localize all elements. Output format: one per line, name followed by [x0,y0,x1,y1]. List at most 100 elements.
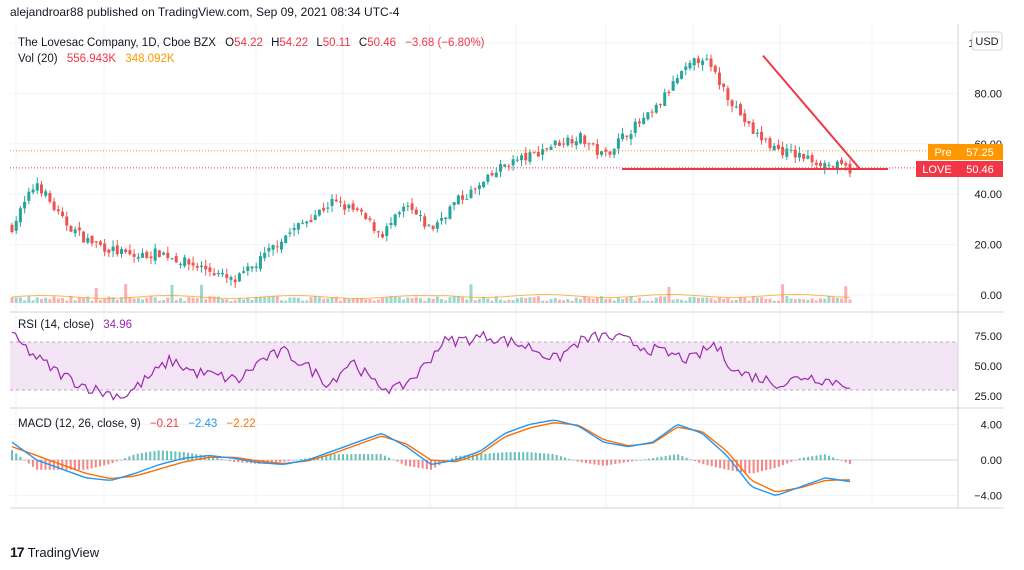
time-tick-label: 2021 [594,515,618,516]
macd-hist-bar [321,455,324,460]
candle-body [364,213,368,220]
candle-body [835,161,839,169]
candle-body [751,122,755,134]
macd-hist-bar [354,454,357,460]
volume-bar [751,296,755,303]
volume-bar [132,298,136,303]
volume-bar [616,297,620,303]
svg-text:The Lovesac Company, 1D, Cboe: The Lovesac Company, 1D, Cboe BZX O54.22… [18,37,485,49]
macd-hist-bar [161,450,164,460]
candlesticks[interactable] [10,54,852,288]
volume-bar [671,299,675,303]
rsi-axis[interactable]: 75.00 50.00 25.00 [974,331,1002,403]
macd-hist-bar [794,460,797,461]
candle-body [747,121,751,124]
volume-bar [835,297,839,303]
candle-body [823,163,827,169]
volume-bar [183,300,187,303]
volume-bar [145,297,149,303]
signal-value: −2.22 [227,418,256,430]
candle-body [368,218,372,220]
candle-body [225,274,229,278]
candle-body [688,62,692,69]
volume-bar [338,300,342,303]
candle-body [730,100,734,107]
rsi-legend[interactable]: RSI (14, close) 34.96 [18,319,132,331]
volume-bar [507,299,511,303]
candle-body [77,227,81,231]
volume-bar [237,297,241,303]
open-label: O [225,37,234,49]
currency-badge[interactable] [971,31,1003,51]
candle-body [713,65,717,72]
macd-hist-bar [668,455,671,460]
volume-bar [191,297,195,303]
candle-body [616,138,620,149]
volume-bar [115,299,119,303]
volume-bar [427,297,431,303]
candle-body [562,143,566,145]
macd-hist-bar [538,452,541,460]
volume-bar [574,297,578,303]
candle-body [410,203,414,210]
candle-body [680,71,684,79]
macd-hist-bar [802,457,805,460]
macd-hist-bar [404,460,407,466]
macd-hist-bar [170,451,173,460]
price-legend[interactable]: The Lovesac Company, 1D, Cboe BZX O54.22… [18,37,485,65]
candle-body [275,246,279,248]
volume-bar [461,297,465,303]
candle-body [772,145,776,151]
macd-hist-bar [245,460,248,463]
candle-body [595,143,599,155]
candle-body [637,121,641,124]
macd-hist-bar [182,452,185,460]
candle-body [764,138,768,140]
candle-body [10,224,14,232]
macd-hist-bar [375,454,378,460]
volume-bar [494,296,498,303]
descending-trendline[interactable] [762,54,861,170]
volume-bar [701,297,705,303]
macd-hist-bar [752,460,755,474]
volume-bar [831,297,835,303]
macd-axis[interactable]: 4.00 0.00 −4.00 [974,419,1002,502]
candle-body [781,146,785,156]
volume-label: Vol (20) [18,53,58,65]
macd-hist-bar [463,455,466,460]
time-axis[interactable]: May Aug 2020 Apr Jul Oct 2021 Apr Jul Oct [6,515,881,516]
macd-legend[interactable]: MACD (12, 26, close, 9) −0.21 −2.43 −2.2… [18,418,256,430]
candle-body [435,222,439,229]
candle-body [536,151,540,157]
candle-body [23,201,27,209]
macd-hist-bar [367,454,370,460]
candle-body [810,155,814,163]
candle-body [376,231,380,233]
candle-body [309,219,313,223]
macd-hist-bar [744,460,747,473]
candle-body [18,208,22,223]
macd-hist-bar [388,457,391,460]
candle-body [385,226,389,236]
volume-bar [465,299,469,303]
volume-bar [659,296,663,303]
candle-body [802,153,806,159]
volume-bar [212,296,216,303]
macd-hist-bar [484,453,487,460]
macd-hist-bar [304,458,307,460]
candle-body [317,209,321,216]
macd-hist-bar [450,458,453,460]
macd-hist-bar [417,460,420,468]
macd-hist-bar [761,460,764,472]
macd-hist-bar [241,460,244,463]
macd-hist-bar [287,460,290,462]
macd-hist-bar [392,459,395,461]
candle-body [162,252,166,255]
macd-hist-bar [526,452,529,460]
candle-body [587,143,591,145]
volume-bar [688,297,692,303]
candle-body [170,258,174,260]
candle-body [486,174,490,182]
macd-hist-bar [480,454,483,460]
